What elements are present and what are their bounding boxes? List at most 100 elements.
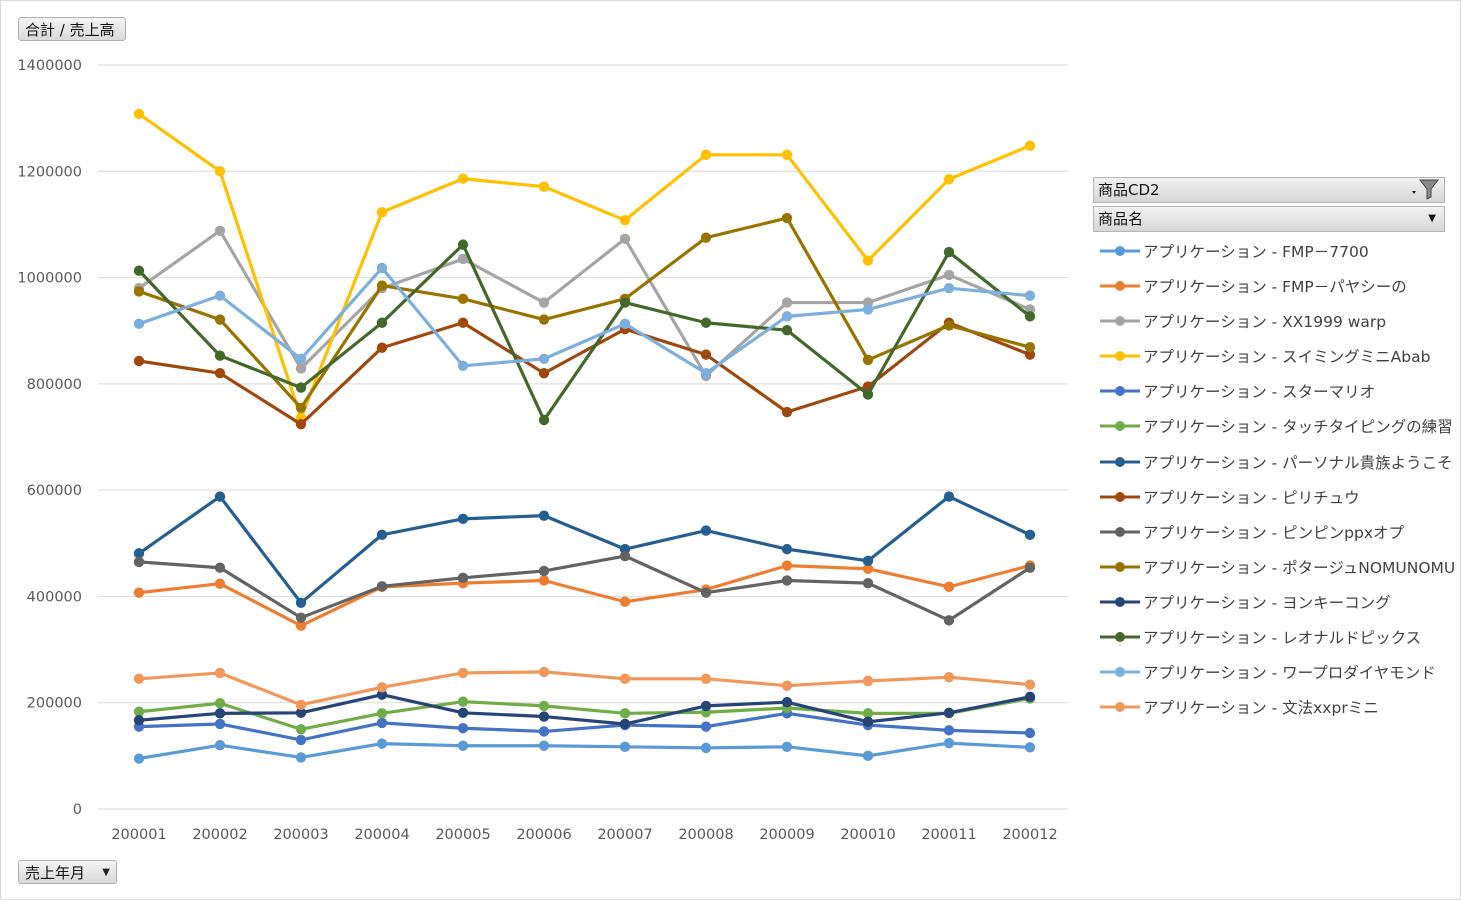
- data-point: [943, 581, 955, 593]
- legend-entry: アプリケーション - XX1999 warp: [1099, 306, 1449, 341]
- data-point: [376, 342, 388, 353]
- data-point: [943, 491, 955, 502]
- data-point: [214, 314, 226, 325]
- data-point: [862, 389, 874, 400]
- legend-marker: [1100, 596, 1140, 607]
- data-point: [538, 565, 550, 577]
- legend-label: アプリケーション - タッチタイピングの練習: [1143, 418, 1453, 437]
- y-tick-label: 1000000: [17, 271, 82, 287]
- series-line: [138, 216, 1031, 410]
- data-point: [376, 529, 388, 540]
- data-point: [457, 239, 469, 250]
- y-tick-label: 1200000: [17, 164, 82, 180]
- data-point: [700, 587, 712, 598]
- filter-icon[interactable]: [1408, 178, 1440, 210]
- axis-field-label: 売上年月: [25, 864, 86, 882]
- data-point: [619, 318, 631, 330]
- data-point: [295, 402, 307, 413]
- data-point: [376, 708, 388, 719]
- data-point: [781, 680, 793, 691]
- data-point: [295, 724, 307, 735]
- legend-marker: [1100, 526, 1140, 537]
- series-0: [133, 737, 1036, 764]
- legend-entry: アプリケーション - スターマリオ: [1099, 376, 1449, 411]
- data-point: [538, 297, 550, 308]
- data-point: [133, 706, 145, 717]
- legend-entry: アプリケーション - FMP－パヤシーの: [1099, 271, 1449, 306]
- series-7: [133, 317, 1036, 430]
- data-point: [214, 166, 226, 177]
- value-field-button[interactable]: 合計 / 売上高: [18, 17, 126, 41]
- data-point: [538, 726, 550, 737]
- data-point: [457, 253, 469, 265]
- data-point: [619, 673, 631, 684]
- x-tick-label: 200003: [273, 827, 328, 843]
- data-point: [1024, 691, 1036, 703]
- series-line: [138, 670, 1031, 707]
- data-point: [943, 737, 955, 749]
- data-point: [457, 317, 469, 328]
- x-tick-label: 200004: [354, 827, 409, 843]
- series-10: [133, 689, 1036, 730]
- series-3: [133, 108, 1036, 424]
- data-point: [214, 740, 226, 751]
- data-point: [538, 700, 550, 712]
- data-point: [295, 363, 307, 374]
- legend-marker: [1100, 702, 1140, 713]
- data-point: [1024, 562, 1036, 573]
- legend-label: アプリケーション - ピンピンppxオプ: [1143, 523, 1404, 542]
- data-point: [457, 572, 469, 584]
- data-point: [376, 262, 388, 274]
- legend-label: アプリケーション - スターマリオ: [1143, 383, 1376, 402]
- data-point: [781, 741, 793, 753]
- data-point: [133, 548, 145, 559]
- data-point: [943, 174, 955, 185]
- legend-entry: アプリケーション - スイミングミニAbab: [1099, 341, 1449, 376]
- data-point: [295, 752, 307, 763]
- data-point: [700, 368, 712, 379]
- data-point: [781, 696, 793, 708]
- data-point: [295, 419, 307, 430]
- data-point: [133, 108, 145, 120]
- legend: アプリケーション - FMP－7700 アプリケーション - FMP－パヤシーのア…: [1099, 236, 1455, 727]
- data-point: [538, 181, 550, 192]
- series-line: [138, 711, 1031, 742]
- data-point: [862, 577, 874, 589]
- legend-label: アプリケーション - ピリチュウ: [1143, 488, 1360, 507]
- series-12: [133, 262, 1036, 379]
- data-point: [862, 750, 874, 762]
- data-point: [781, 543, 793, 555]
- data-point: [214, 562, 226, 573]
- legend-label: アプリケーション - 文法xxprミニ: [1143, 699, 1379, 718]
- legend-field-button-cd2[interactable]: 商品CD2: [1093, 177, 1445, 203]
- legend-entry: アプリケーション - ピンピンppxオプ: [1099, 517, 1449, 552]
- data-point: [862, 675, 874, 687]
- legend-marker: [1100, 456, 1140, 467]
- data-point: [781, 406, 793, 418]
- x-tick-label: 200002: [192, 827, 247, 843]
- legend-field-label-name: 商品名: [1098, 210, 1144, 228]
- data-point: [214, 350, 226, 361]
- axis-field-button[interactable]: 売上年月 ▼: [18, 860, 117, 884]
- legend-marker: [1100, 491, 1140, 502]
- data-point: [781, 324, 793, 336]
- data-point: [133, 715, 145, 726]
- data-point: [700, 721, 712, 732]
- legend-field-button-name[interactable]: 商品名 ▼: [1093, 206, 1445, 232]
- data-point: [457, 360, 469, 371]
- data-point: [457, 696, 469, 707]
- data-point: [1024, 311, 1036, 322]
- data-point: [538, 711, 550, 722]
- data-point: [538, 510, 550, 521]
- data-point: [457, 707, 469, 719]
- data-point: [376, 207, 388, 218]
- legend-label: アプリケーション - FMP－7700: [1143, 243, 1369, 261]
- legend-label: アプリケーション - レオナルドピックス: [1143, 629, 1422, 648]
- data-point: [295, 612, 307, 623]
- chevron-down-icon: ▼: [102, 867, 110, 878]
- series-line: [138, 693, 1031, 726]
- x-tick-label: 200009: [759, 827, 814, 843]
- data-point: [538, 740, 550, 751]
- x-tick-label: 200005: [435, 827, 490, 843]
- data-point: [214, 718, 226, 730]
